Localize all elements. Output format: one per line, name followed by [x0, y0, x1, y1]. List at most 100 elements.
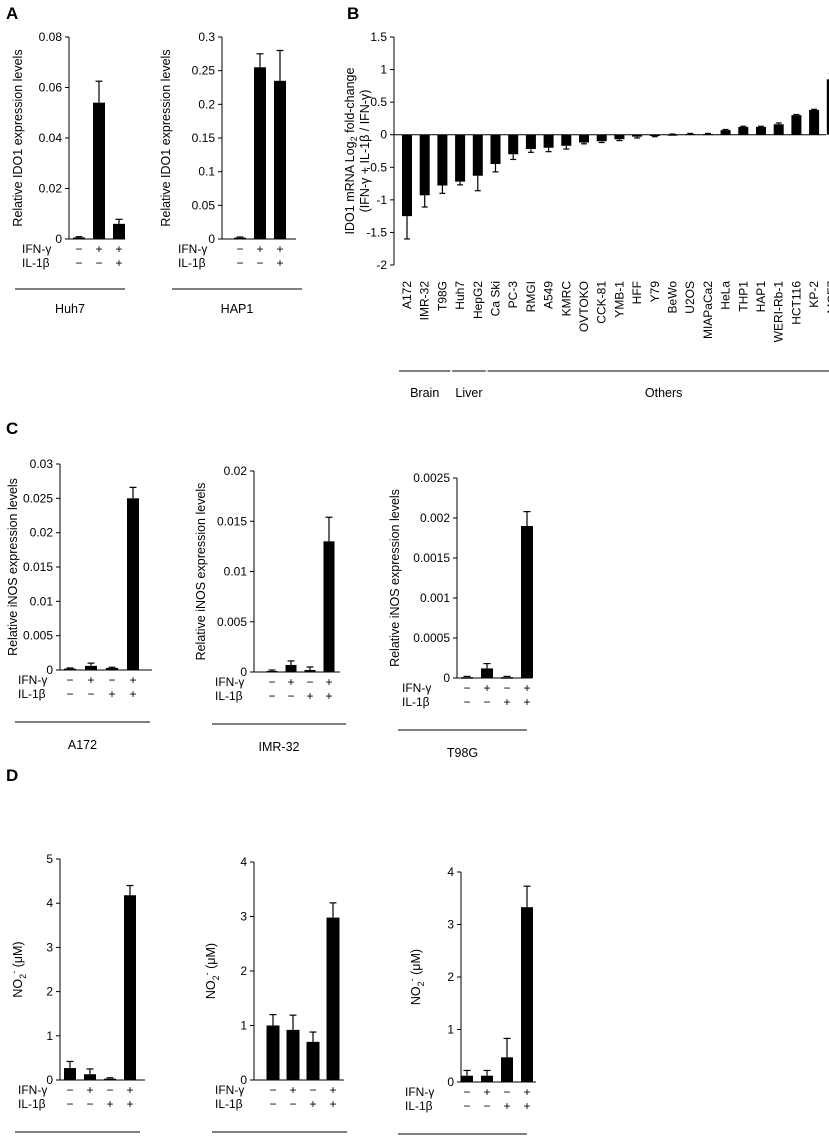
panel-label-b: B	[347, 4, 359, 23]
D_a172-bar	[124, 895, 136, 1080]
D_imr32-treatment-mark: −	[269, 1083, 276, 1097]
C_a172-cell-line: A172	[68, 738, 97, 752]
B_ido1-group-label: Others	[645, 386, 683, 400]
A_hap1-treatment-label: IL-1β	[178, 256, 206, 270]
C_t98g-treatment-mark: +	[523, 695, 530, 709]
D_a172-ytick-label: 5	[46, 852, 53, 866]
B_ido1-category-label: Huh7	[453, 281, 467, 310]
C_imr32-treatment-mark: −	[268, 675, 275, 689]
B_ido1-bar	[667, 134, 678, 136]
C_t98g-ytick-label: 0.0015	[413, 551, 450, 565]
C_a172-treatment-mark: −	[108, 673, 115, 687]
B_ido1-category-label: OVTOKO	[577, 281, 591, 332]
B_ido1-bar	[756, 126, 766, 135]
B_ido1-bar	[614, 134, 625, 140]
B_ido1-ylabel-line1: IDO1 mRNA Log2 fold-change	[343, 68, 359, 235]
B_ido1-group-label: Liver	[455, 386, 482, 400]
A_hap1-ytick-label: 0.05	[192, 198, 216, 212]
D_t98g-treatment-mark: +	[483, 1085, 490, 1099]
B_ido1-bar	[632, 134, 643, 137]
A_huh7-bar	[93, 102, 105, 240]
C_a172-ytick-label: 0.015	[23, 560, 53, 574]
C_t98g-bar	[501, 677, 513, 679]
C_t98g-ytick-label: 0.001	[420, 591, 450, 605]
C_a172-bar	[127, 498, 139, 670]
D_a172-treatment-mark: −	[106, 1083, 113, 1097]
D_t98g-treatment-mark: −	[503, 1085, 510, 1099]
C_a172-treatment-mark: −	[66, 673, 73, 687]
C_a172-ytick-label: 0.005	[23, 629, 53, 643]
C_a172-ylabel: Relative iNOS expression levels	[6, 478, 20, 656]
C_a172-treatment-mark: −	[66, 687, 73, 701]
C_a172-ytick-label: 0.02	[30, 526, 54, 540]
C_imr32-ytick-label: 0.005	[217, 615, 247, 629]
D_t98g-treatment-mark: −	[463, 1099, 470, 1113]
B_ido1-category-label: KMRC	[559, 281, 573, 317]
B_ido1-category-label: A549	[542, 281, 556, 309]
D_imr32-ytick-label: 1	[240, 1019, 247, 1033]
C_t98g-treatment-mark: +	[483, 681, 490, 695]
B_ido1-ylabel-line2: (IFN-γ + IL-1β / IFN-γ)	[358, 90, 372, 213]
B_ido1-ytick-label: -1.5	[366, 225, 387, 239]
B_ido1-bar	[791, 115, 802, 135]
B_ido1-bar	[809, 109, 820, 135]
C_t98g-cell-line: T98G	[447, 746, 478, 760]
B_ido1-category-label: IMR-32	[418, 281, 432, 321]
B_ido1-bar	[419, 134, 430, 196]
A_hap1-treatment-label: IFN-γ	[178, 242, 207, 256]
D_imr32-ytick-label: 3	[240, 910, 247, 924]
B_ido1-category-label: U2OS	[683, 281, 697, 314]
D_a172-ylabel: NO2- (μM)	[9, 941, 28, 997]
C_imr32-ytick-label: 0.015	[217, 514, 247, 528]
C_a172-bar	[64, 668, 76, 671]
B_ido1-bar	[561, 134, 572, 146]
D_imr32-bar	[306, 1041, 320, 1080]
C_t98g-bar	[481, 668, 493, 678]
A_huh7-treatment-mark: +	[115, 242, 122, 256]
C_imr32-treatment-mark: +	[287, 675, 294, 689]
A_huh7-treatment-mark: +	[115, 256, 122, 270]
B_ido1-bar	[543, 134, 554, 148]
C_imr32-treatment-mark: −	[287, 689, 294, 703]
C_t98g-ytick-label: 0.0025	[413, 471, 450, 485]
D_a172-treatment-mark: −	[66, 1097, 73, 1111]
A_huh7-ylabel: Relative IDO1 expression levels	[11, 49, 25, 226]
D_a172-treatment-mark: +	[106, 1097, 113, 1111]
D_t98g-bar	[501, 1057, 513, 1082]
B_ido1-ytick-label: 0.5	[370, 95, 387, 109]
D_t98g-treatment-mark: −	[463, 1085, 470, 1099]
D_t98g-treatment-mark: +	[523, 1099, 530, 1113]
C_imr32-treatment-mark: −	[268, 689, 275, 703]
C_t98g-ytick-label: 0.0005	[413, 631, 450, 645]
A_hap1-ytick-label: 0.3	[198, 30, 215, 44]
A_hap1-treatment-mark: +	[256, 242, 263, 256]
D_imr32-treatment-label: IFN-γ	[215, 1083, 244, 1097]
D_imr32-bar	[266, 1025, 280, 1080]
A_hap1-bar	[254, 67, 266, 239]
B_ido1-category-label: BeWo	[666, 281, 680, 314]
C_imr32-treatment-label: IFN-γ	[215, 675, 244, 689]
B_ido1-ytick-label: -0.5	[366, 160, 387, 174]
A_huh7-bar	[113, 223, 125, 239]
D_a172-treatment-label: IL-1β	[18, 1097, 46, 1111]
D_imr32-treatment-mark: +	[329, 1083, 336, 1097]
B_ido1-bar	[402, 134, 412, 217]
A_hap1-treatment-mark: −	[256, 256, 263, 270]
B_ido1-category-label: MIAPaCa2	[701, 281, 715, 339]
D_imr32-treatment-mark: +	[309, 1097, 316, 1111]
B_ido1-group-label: Brain	[410, 386, 439, 400]
B_ido1-bar	[720, 130, 731, 135]
C_a172-treatment-label: IFN-γ	[18, 673, 47, 687]
B_ido1-bar	[490, 134, 501, 165]
panel-label-d: D	[6, 766, 18, 785]
B_ido1-category-label: RMGI	[524, 281, 538, 312]
B_ido1-category-label: Ca Ski	[489, 281, 503, 316]
D_imr32-treatment-mark: −	[309, 1083, 316, 1097]
D_t98g-treatment-mark: −	[483, 1099, 490, 1113]
D_t98g-treatment-mark: +	[523, 1085, 530, 1099]
A_hap1-treatment-mark: +	[276, 242, 283, 256]
C_t98g-treatment-label: IFN-γ	[402, 681, 431, 695]
D_t98g-treatment-mark: +	[503, 1099, 510, 1113]
C_a172-ytick-label: 0.01	[30, 594, 54, 608]
